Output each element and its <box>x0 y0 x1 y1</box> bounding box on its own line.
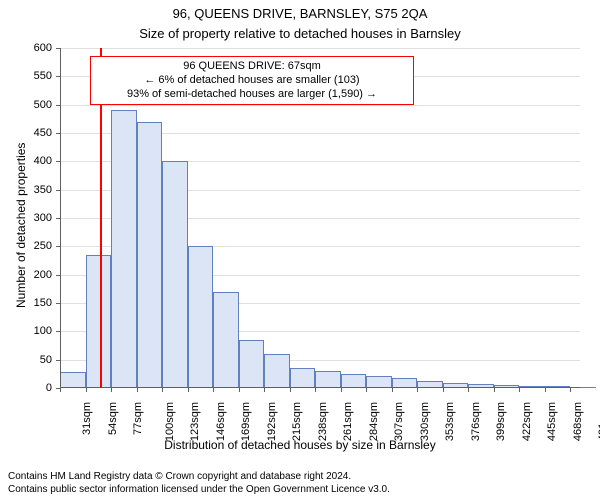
x-tick <box>162 388 163 392</box>
x-tick <box>519 388 520 392</box>
x-tick-label: 330sqm <box>419 402 431 441</box>
y-tick-label: 350 <box>0 184 52 196</box>
histogram-bar <box>315 371 341 388</box>
y-tick <box>56 161 60 162</box>
x-tick <box>213 388 214 392</box>
x-tick-label: 215sqm <box>291 402 303 441</box>
x-tick-label: 77sqm <box>132 402 144 435</box>
y-axis-title: Number of detached properties <box>14 143 28 308</box>
y-tick <box>56 246 60 247</box>
y-tick <box>56 303 60 304</box>
x-tick <box>264 388 265 392</box>
x-tick-label: 261sqm <box>342 402 354 441</box>
x-tick <box>315 388 316 392</box>
y-tick <box>56 133 60 134</box>
x-tick <box>366 388 367 392</box>
x-tick <box>290 388 291 392</box>
y-tick-label: 250 <box>0 240 52 252</box>
histogram-bar <box>86 255 112 388</box>
y-tick-label: 300 <box>0 212 52 224</box>
x-tick-label: 123sqm <box>189 402 201 441</box>
x-tick-label: 169sqm <box>240 402 252 441</box>
x-tick <box>417 388 418 392</box>
histogram-bar <box>111 110 137 388</box>
footer-attribution: Contains HM Land Registry data © Crown c… <box>8 471 390 496</box>
x-tick <box>341 388 342 392</box>
x-tick <box>137 388 138 392</box>
y-tick <box>56 76 60 77</box>
x-tick <box>60 388 61 392</box>
x-tick-label: 284sqm <box>368 402 380 441</box>
y-tick <box>56 275 60 276</box>
y-tick <box>56 105 60 106</box>
chart-title-line1: 96, QUEENS DRIVE, BARNSLEY, S75 2QA <box>0 6 600 21</box>
x-tick-label: 422sqm <box>521 402 533 441</box>
annotation-line: ← 6% of detached houses are smaller (103… <box>97 74 407 88</box>
y-tick-label: 500 <box>0 99 52 111</box>
plot-area: 96 QUEENS DRIVE: 67sqm← 6% of detached h… <box>60 48 580 388</box>
annotation-line: 96 QUEENS DRIVE: 67sqm <box>97 60 407 74</box>
x-tick <box>443 388 444 392</box>
x-tick-label: 399sqm <box>495 402 507 441</box>
y-tick-label: 600 <box>0 42 52 54</box>
y-tick <box>56 331 60 332</box>
x-tick <box>188 388 189 392</box>
x-tick-label: 353sqm <box>444 402 456 441</box>
x-tick-label: 238sqm <box>317 402 329 441</box>
histogram-bar <box>188 246 214 388</box>
histogram-bar <box>137 122 163 388</box>
x-axis-line <box>60 387 580 388</box>
y-tick-label: 550 <box>0 70 52 82</box>
footer-line2: Contains public sector information licen… <box>8 484 390 497</box>
y-axis-line <box>60 48 61 388</box>
histogram-bar <box>162 161 188 388</box>
footer-line1: Contains HM Land Registry data © Crown c… <box>8 471 390 484</box>
y-tick-label: 150 <box>0 297 52 309</box>
x-tick <box>239 388 240 392</box>
x-tick <box>111 388 112 392</box>
y-tick-label: 50 <box>0 354 52 366</box>
y-tick <box>56 48 60 49</box>
x-tick <box>570 388 571 392</box>
y-tick <box>56 190 60 191</box>
x-axis-title: Distribution of detached houses by size … <box>0 438 600 452</box>
histogram-bar <box>213 292 239 388</box>
y-tick-label: 100 <box>0 325 52 337</box>
histogram-bar <box>290 368 316 388</box>
x-tick-label: 100sqm <box>164 402 176 441</box>
grid-line <box>60 48 580 49</box>
x-tick-label: 31sqm <box>81 402 93 435</box>
chart-container: 96, QUEENS DRIVE, BARNSLEY, S75 2QA Size… <box>0 0 600 500</box>
y-tick-label: 400 <box>0 155 52 167</box>
chart-title-line2: Size of property relative to detached ho… <box>0 26 600 41</box>
x-tick <box>392 388 393 392</box>
x-tick-label: 146sqm <box>215 402 227 441</box>
y-tick <box>56 218 60 219</box>
x-tick-label: 307sqm <box>393 402 405 441</box>
histogram-bar <box>341 374 367 388</box>
x-tick <box>494 388 495 392</box>
x-tick <box>545 388 546 392</box>
x-tick <box>468 388 469 392</box>
annotation-box: 96 QUEENS DRIVE: 67sqm← 6% of detached h… <box>90 56 414 105</box>
histogram-bar <box>239 340 265 388</box>
histogram-bar <box>264 354 290 388</box>
y-tick <box>56 360 60 361</box>
x-tick-label: 445sqm <box>546 402 558 441</box>
x-tick <box>86 388 87 392</box>
y-tick-label: 450 <box>0 127 52 139</box>
x-tick-label: 54sqm <box>107 402 119 435</box>
histogram-bar <box>60 372 86 388</box>
annotation-line: 93% of semi-detached houses are larger (… <box>97 88 407 102</box>
x-tick-label: 468sqm <box>572 402 584 441</box>
y-tick-label: 0 <box>0 382 52 394</box>
y-tick-label: 200 <box>0 269 52 281</box>
x-tick-label: 192sqm <box>266 402 278 441</box>
x-tick-label: 376sqm <box>470 402 482 441</box>
